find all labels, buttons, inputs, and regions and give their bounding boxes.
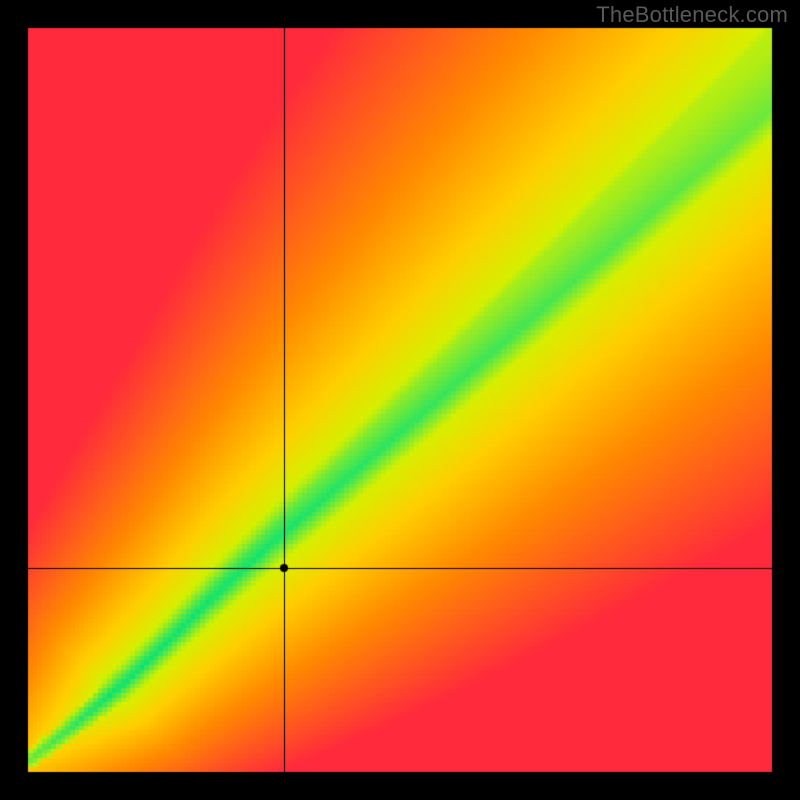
watermark-text: TheBottleneck.com: [596, 2, 788, 28]
heatmap-canvas: [0, 0, 800, 800]
chart-container: TheBottleneck.com: [0, 0, 800, 800]
